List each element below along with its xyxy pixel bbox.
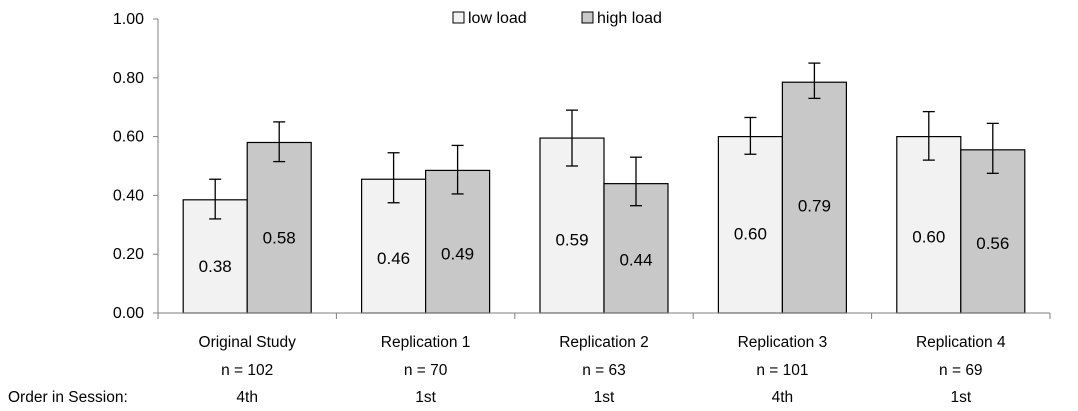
y-tick-label: 0.00 bbox=[113, 305, 144, 322]
sample-size-label: n = 70 bbox=[404, 362, 448, 379]
legend-label: low load bbox=[468, 10, 527, 27]
legend-swatch-high-load bbox=[581, 11, 594, 24]
bar-value-label: 0.38 bbox=[199, 257, 232, 276]
sample-size-label: n = 102 bbox=[221, 362, 273, 379]
sample-size-label: n = 63 bbox=[582, 362, 626, 379]
bar-low-load bbox=[717, 136, 784, 314]
sample-size-label: n = 101 bbox=[756, 362, 808, 379]
bar-high-load bbox=[781, 81, 848, 314]
y-axis: 0.00 0.20 0.40 0.60 0.80 1.00 bbox=[113, 11, 159, 322]
category-label: Replication 1 bbox=[381, 334, 471, 351]
legend: low load high load bbox=[452, 10, 662, 27]
category-label: Replication 2 bbox=[559, 334, 649, 351]
bar-low-load bbox=[896, 136, 962, 314]
y-tick-label: 0.20 bbox=[113, 246, 144, 263]
y-tick-label: 0.60 bbox=[113, 129, 144, 146]
y-tick-label: 0.80 bbox=[113, 70, 144, 87]
y-tick-label: 0.40 bbox=[113, 187, 144, 204]
category-label: Original Study bbox=[199, 334, 297, 351]
order-value-label: 1st bbox=[415, 389, 436, 406]
bar-value-label: 0.59 bbox=[555, 231, 588, 250]
order-value-label: 1st bbox=[594, 389, 615, 406]
bar-value-labels: 0.38 0.58 0.46 0.49 0.59 0.44 0.60 0.79 0.60 0.56 bbox=[199, 197, 1010, 276]
y-tick-label: 1.00 bbox=[113, 11, 144, 28]
bar-value-label: 0.46 bbox=[377, 249, 410, 268]
legend-swatch-low-load bbox=[452, 11, 465, 24]
sample-size-label: n = 69 bbox=[939, 362, 983, 379]
x-axis: Original Study n = 102 4th Replication 1 n =… bbox=[8, 312, 1051, 406]
bar-value-label: 0.49 bbox=[441, 244, 474, 263]
order-value-label: 4th bbox=[772, 389, 794, 406]
category-label: Replication 4 bbox=[916, 334, 1006, 351]
bar-value-label: 0.79 bbox=[798, 197, 831, 216]
bar-value-label: 0.60 bbox=[734, 225, 767, 244]
category-label: Replication 3 bbox=[738, 334, 828, 351]
bars bbox=[182, 62, 1026, 314]
bar-value-label: 0.60 bbox=[912, 228, 945, 247]
bar-high-load bbox=[246, 141, 312, 314]
bar-value-label: 0.58 bbox=[263, 228, 296, 247]
bar-high-load bbox=[960, 149, 1026, 314]
order-value-label: 4th bbox=[236, 389, 258, 406]
order-value-label: 1st bbox=[950, 389, 971, 406]
bar-value-label: 0.44 bbox=[619, 250, 652, 269]
bar-value-label: 0.56 bbox=[976, 234, 1009, 253]
legend-label: high load bbox=[597, 10, 662, 27]
order-in-session-label: Order in Session: bbox=[8, 389, 128, 406]
bar-low-load bbox=[539, 137, 605, 314]
